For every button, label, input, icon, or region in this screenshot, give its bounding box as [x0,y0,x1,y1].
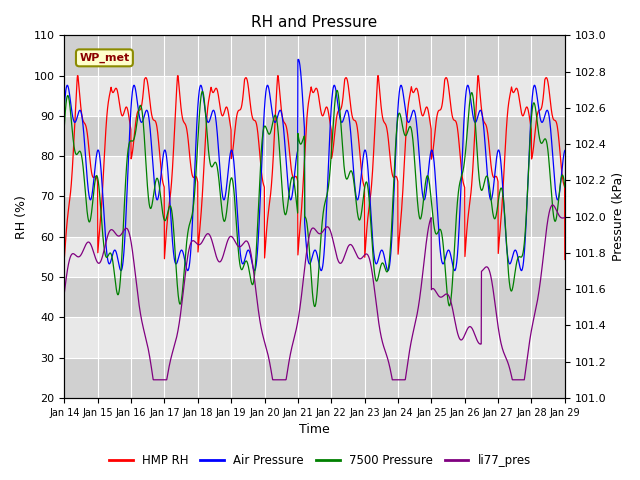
Bar [64,116,565,156]
Y-axis label: RH (%): RH (%) [15,195,28,239]
Bar [64,358,565,398]
Text: WP_met: WP_met [79,53,129,63]
Bar [64,196,565,237]
Title: RH and Pressure: RH and Pressure [252,15,378,30]
Bar [64,36,565,76]
X-axis label: Time: Time [299,423,330,436]
Y-axis label: Pressure (kPa): Pressure (kPa) [612,172,625,261]
Legend: HMP RH, Air Pressure, 7500 Pressure, li77_pres: HMP RH, Air Pressure, 7500 Pressure, li7… [104,449,536,472]
Bar [64,277,565,317]
